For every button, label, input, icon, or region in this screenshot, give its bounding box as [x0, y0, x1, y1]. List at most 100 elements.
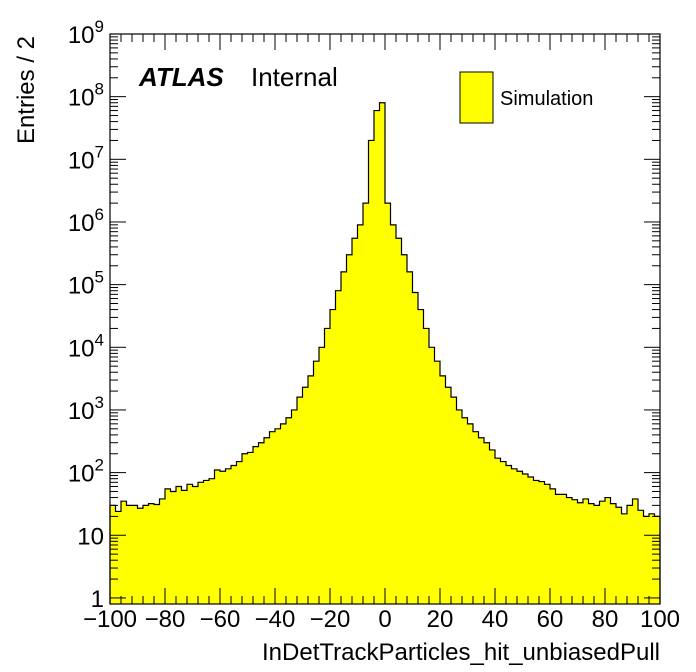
histogram-bar: [572, 499, 578, 604]
histogram-bar: [445, 387, 452, 604]
x-axis-title: InDetTrackParticles_hit_unbiasedPull: [262, 639, 660, 666]
histogram-bar: [643, 516, 650, 604]
histogram-bar: [599, 501, 606, 604]
y-tick-label-base: 10: [68, 147, 95, 174]
y-tick-label-exponent: 8: [95, 80, 104, 99]
y-tick-label-base: 10: [68, 22, 95, 49]
histogram-bar: [434, 361, 441, 604]
y-tick-label: 103: [68, 393, 104, 425]
histogram-bars: [110, 102, 661, 605]
axis-ticks: [109, 33, 661, 604]
histogram-bar: [467, 423, 474, 604]
histogram-bar: [115, 511, 122, 604]
y-tick-label: 104: [68, 330, 104, 362]
histogram-bar: [264, 437, 270, 604]
y-tick-label-base: 10: [68, 461, 95, 488]
histogram-bar: [126, 505, 133, 604]
histogram-bar: [275, 428, 281, 604]
histogram-bar: [561, 494, 567, 604]
histogram-bar: [550, 488, 556, 604]
y-tick-label-exponent: 9: [95, 17, 104, 36]
histogram-bar: [363, 203, 369, 605]
histogram-bar: [176, 486, 182, 604]
histogram-bar: [638, 510, 644, 604]
x-tick-label: −100: [83, 606, 137, 633]
legend-swatch: [459, 71, 494, 124]
histogram-bar: [539, 481, 545, 604]
histogram-bar: [605, 497, 611, 604]
y-tick-label-exponent: 4: [95, 330, 104, 349]
histogram-bar: [528, 477, 534, 604]
histogram-bar: [297, 397, 303, 604]
histogram-bar: [187, 484, 193, 604]
y-tick-label-base: 10: [68, 398, 95, 425]
histogram-bar: [258, 442, 265, 604]
histogram-bar: [209, 478, 215, 604]
x-tick-label: 100: [640, 606, 680, 633]
histogram-bar: [313, 361, 320, 604]
histogram-bar: [412, 292, 419, 604]
histogram-bar: [269, 431, 276, 604]
histogram-bar: [253, 446, 259, 604]
y-tick-label-base: 10: [77, 523, 104, 550]
histogram-bar: [594, 505, 600, 604]
y-tick-label: 10: [77, 523, 104, 550]
histogram-bar: [390, 224, 397, 604]
histogram-bar: [308, 375, 314, 604]
histogram-outline: [109, 102, 661, 604]
histogram-bar: [451, 397, 457, 604]
histogram-bar: [462, 417, 468, 604]
histogram-bar: [621, 513, 628, 604]
histogram-bar: [242, 453, 248, 604]
histogram-bar: [407, 271, 413, 604]
legend: Simulation: [459, 71, 593, 124]
histogram-bar: [286, 417, 292, 604]
histogram-bar: [506, 465, 512, 604]
histogram-bar: [456, 409, 463, 604]
y-tick-label-exponent: 3: [95, 393, 104, 412]
histogram-bar: [500, 461, 507, 604]
x-tick-label: 80: [592, 606, 619, 633]
x-tick-label: −40: [255, 606, 296, 633]
y-tick-label-base: 10: [68, 85, 95, 112]
histogram-bar: [346, 254, 353, 605]
histogram-bar: [143, 505, 149, 604]
histogram-bar: [522, 474, 529, 604]
x-tick-label: −60: [200, 606, 241, 633]
histogram-bar: [291, 409, 298, 604]
histogram-bar: [429, 347, 435, 604]
histogram-bar: [401, 254, 408, 605]
x-tick-label: −80: [145, 606, 186, 633]
y-tick-label: 109: [68, 17, 104, 49]
atlas-label: ATLAS Internal: [138, 62, 338, 92]
y-tick-label-base: 10: [68, 335, 95, 362]
histogram-bar: [192, 486, 199, 604]
histogram-bar: [121, 501, 127, 604]
y-tick-label: 107: [68, 142, 104, 174]
histogram-bar: [324, 328, 331, 604]
histogram-bar: [137, 508, 144, 604]
y-tick-label: 105: [68, 268, 104, 300]
histogram-bar: [484, 442, 490, 604]
histogram-bar: [588, 503, 595, 604]
histogram-bar: [423, 328, 430, 604]
x-tick-label: 20: [427, 606, 454, 633]
histogram-bar: [330, 309, 336, 604]
x-tick-label: 0: [378, 606, 391, 633]
histogram-bar: [632, 498, 639, 604]
histogram-bar: [385, 203, 391, 605]
legend-label: Simulation: [500, 88, 593, 110]
histogram-bar: [236, 461, 243, 604]
histogram-bar: [610, 503, 617, 604]
y-tick-label: 106: [68, 205, 104, 237]
histogram-bar: [110, 505, 116, 604]
histogram-bar: [357, 224, 364, 604]
histogram-bar: [627, 505, 633, 604]
histogram-bar: [181, 490, 188, 604]
histogram-bar: [577, 502, 584, 604]
histogram-bar: [352, 238, 358, 604]
histogram-bar: [341, 271, 347, 604]
histogram-bar: [203, 480, 210, 604]
histogram-bar: [335, 290, 342, 604]
